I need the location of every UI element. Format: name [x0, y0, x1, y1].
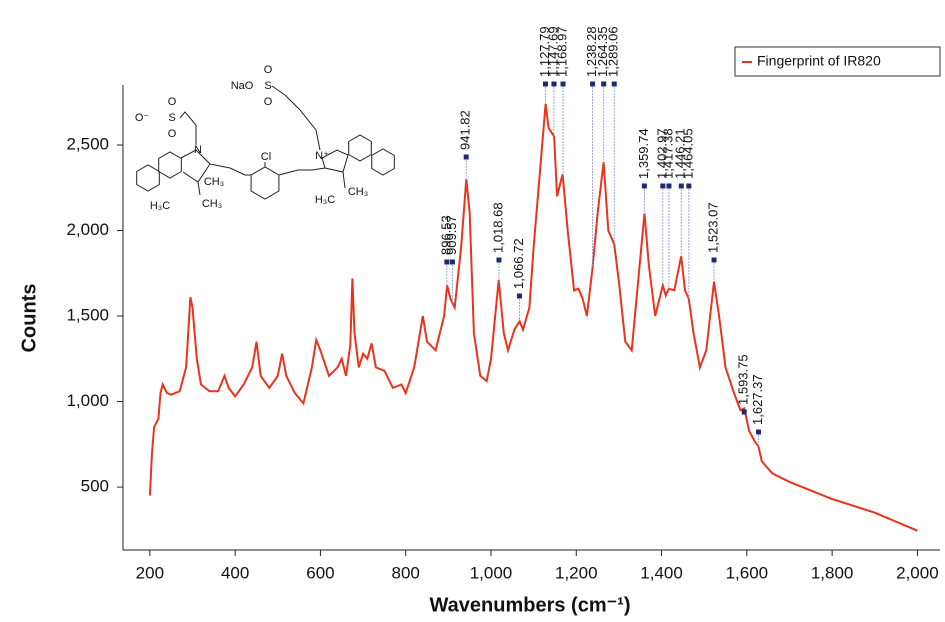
legend-label: Fingerprint of IR820: [757, 53, 881, 69]
annotation-label: 909.57: [444, 215, 459, 255]
annotation-label: 1,018.68: [490, 202, 505, 253]
bond: [179, 111, 197, 145]
structure-label: O⁻: [135, 112, 150, 124]
annotation-marker: [551, 81, 557, 87]
structure-label: O: [264, 64, 273, 76]
y-tick-label: 1,500: [66, 306, 109, 325]
structure-label: O: [168, 128, 177, 140]
annotation-label: 1,417.38: [660, 128, 675, 179]
bond: [278, 167, 326, 176]
annotation-label: 1,464.05: [680, 128, 695, 179]
structure-label: H₃C: [315, 194, 335, 206]
annotation-label: 1,168.97: [554, 26, 569, 77]
annotation-label: 1,127.79: [537, 26, 552, 77]
y-tick-label: 2,500: [66, 135, 109, 154]
structure-label: CH₃: [348, 186, 368, 198]
annotation-marker: [678, 183, 684, 189]
structure-label: Cl: [261, 151, 271, 163]
annotation-marker: [686, 183, 692, 189]
bond: [209, 163, 251, 176]
x-tick-label: 1,000: [470, 563, 513, 582]
y-tick-label: 2,000: [66, 220, 109, 239]
bond: [342, 171, 346, 189]
x-tick-label: 200: [136, 563, 164, 582]
ring: [371, 148, 395, 176]
y-tick-label: 1,000: [66, 391, 109, 410]
annotation-marker: [711, 257, 717, 263]
x-tick-label: 400: [221, 563, 249, 582]
y-axis-label: Counts: [18, 284, 40, 353]
annotation-marker: [666, 183, 672, 189]
x-tick-label: 1,200: [555, 563, 598, 582]
annotation-marker: [601, 81, 607, 87]
annotation-marker: [449, 259, 455, 265]
annotation-label: 1,359.74: [636, 128, 651, 179]
x-tick-label: 1,800: [811, 563, 854, 582]
structure-label: O: [168, 96, 177, 108]
structure-label: NaO: [231, 80, 254, 92]
annotation-label: 1,238.28: [584, 26, 599, 77]
x-axis-label: Wavenumbers (cm⁻¹): [430, 594, 631, 616]
annotation-label: 1,523.07: [705, 202, 720, 253]
annotation-label: 1,264.35: [595, 26, 610, 77]
annotation-marker: [660, 183, 666, 189]
bond: [271, 85, 321, 151]
ring: [158, 151, 182, 179]
annotation-marker: [444, 259, 450, 265]
structure-label: CH₃: [202, 198, 222, 210]
ring: [136, 164, 160, 192]
annotation-marker: [516, 293, 522, 299]
annotation-label: 1,627.37: [750, 374, 765, 425]
x-tick-label: 600: [306, 563, 334, 582]
annotation-label: 941.82: [458, 110, 473, 150]
ring: [250, 166, 280, 200]
bond: [321, 149, 349, 173]
annotation-label: 1,402.97: [654, 128, 669, 179]
annotation-marker: [641, 183, 647, 189]
annotation-label: 1,289.06: [606, 26, 621, 77]
x-tick-label: 1,400: [640, 563, 683, 582]
y-tick-label: 500: [81, 477, 109, 496]
legend-box: [734, 46, 941, 77]
annotation-marker: [611, 81, 617, 87]
annotation-label: 896.53: [438, 215, 453, 255]
ring: [348, 134, 372, 162]
x-tick-label: 1,600: [726, 563, 769, 582]
structure-label: CH₃: [204, 176, 224, 188]
annotation-label: 1,066.72: [511, 238, 526, 289]
annotation-label: 1,446.21: [673, 128, 688, 179]
annotation-marker: [496, 257, 502, 263]
annotation-marker: [463, 154, 469, 160]
bond: [197, 181, 201, 196]
structure-label: S: [264, 80, 271, 92]
structure-label: N: [194, 144, 202, 156]
annotation-marker: [590, 81, 596, 87]
structure-label: H₃C: [150, 200, 170, 212]
annotation-marker: [741, 409, 747, 415]
annotation-label: 1,593.75: [736, 354, 751, 405]
structure-label: N⁺: [315, 150, 329, 162]
x-tick-label: 2,000: [896, 563, 939, 582]
annotation-marker: [560, 81, 566, 87]
annotation-marker: [542, 81, 548, 87]
structure-label: O: [264, 96, 273, 108]
spectrum-line: [148, 103, 918, 532]
structure-label: S: [168, 112, 175, 124]
annotation-label: 1,147.69: [545, 26, 560, 77]
annotation-marker: [756, 429, 762, 435]
x-tick-label: 800: [392, 563, 420, 582]
